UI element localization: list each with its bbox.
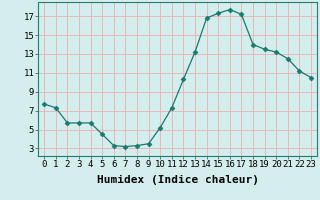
X-axis label: Humidex (Indice chaleur): Humidex (Indice chaleur) (97, 175, 259, 185)
